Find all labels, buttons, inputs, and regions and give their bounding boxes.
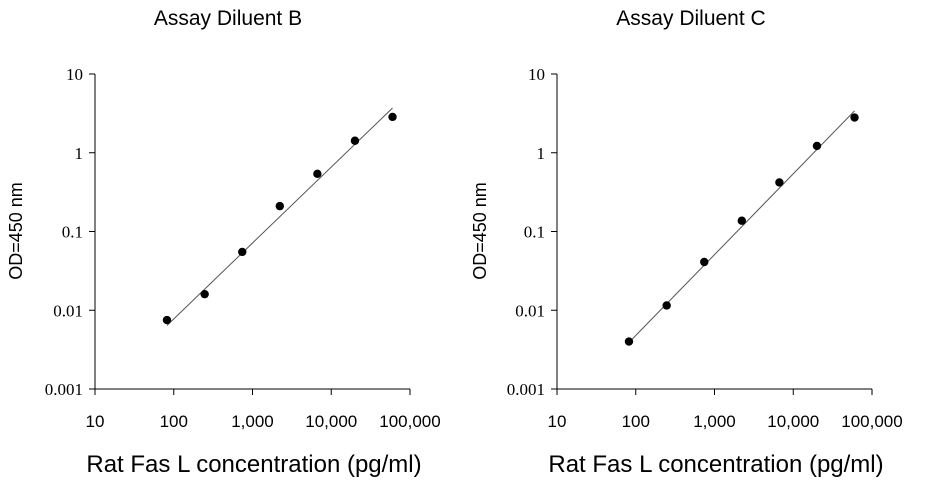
y-tick-label: 0.001 bbox=[45, 380, 83, 399]
y-tick-label: 0.1 bbox=[524, 223, 545, 242]
x-tick-label: 100 bbox=[622, 412, 650, 431]
x-tick-label: 100,000 bbox=[841, 412, 902, 431]
data-point bbox=[313, 169, 322, 179]
y-tick-label: 1 bbox=[537, 144, 546, 163]
y-tick-label: 10 bbox=[66, 65, 83, 84]
x-axis-label: Rat Fas L concentration (pg/ml) bbox=[548, 451, 883, 478]
chart-title: Assay Diluent B bbox=[154, 7, 302, 30]
y-axis-label: OD=450 nm bbox=[6, 182, 26, 280]
y-tick-label: 0.001 bbox=[507, 380, 545, 399]
x-axis-label: Rat Fas L concentration (pg/ml) bbox=[86, 451, 421, 478]
y-tick-label: 10 bbox=[528, 65, 545, 84]
data-point bbox=[238, 247, 247, 257]
data-point bbox=[700, 257, 709, 267]
x-tick-label: 10 bbox=[86, 412, 105, 431]
data-point bbox=[662, 301, 671, 310]
x-tick-label: 100,000 bbox=[379, 412, 440, 431]
data-point bbox=[388, 112, 397, 122]
data-point bbox=[350, 136, 360, 145]
x-tick-label: 1,000 bbox=[231, 412, 274, 431]
data-point bbox=[737, 216, 747, 225]
chart-title: Assay Diluent C bbox=[616, 7, 765, 30]
data-point bbox=[624, 337, 634, 346]
x-tick-label: 10,000 bbox=[767, 412, 819, 431]
data-point bbox=[275, 201, 285, 211]
plot-area: 0.001 0.01 0.1 1 10 10 100 1,000 10,000 100,000 bbox=[45, 65, 441, 431]
x-tick-label: 1,000 bbox=[693, 412, 736, 431]
chart-assay-diluent-c: Assay Diluent C OD=450 nm Rat Fas L conc… bbox=[470, 7, 903, 478]
y-axis-label: OD=450 nm bbox=[470, 182, 490, 280]
data-point bbox=[162, 315, 172, 325]
y-tick-label: 0.01 bbox=[515, 301, 545, 320]
x-tick-label: 10 bbox=[548, 412, 567, 431]
data-point bbox=[850, 113, 859, 122]
chart-assay-diluent-b: Assay Diluent B OD=450 nm Rat Fas L conc… bbox=[6, 7, 441, 478]
data-point bbox=[200, 289, 209, 299]
y-tick-label: 0.1 bbox=[62, 223, 83, 242]
data-point bbox=[775, 178, 784, 187]
y-tick-label: 1 bbox=[75, 144, 84, 163]
data-point bbox=[812, 141, 822, 151]
y-tick-label: 0.01 bbox=[53, 301, 83, 320]
plot-area: 0.001 0.01 0.1 1 10 10 100 1,000 10,000 100,000 bbox=[507, 65, 903, 431]
x-tick-label: 10,000 bbox=[305, 412, 357, 431]
x-tick-label: 100 bbox=[160, 412, 188, 431]
